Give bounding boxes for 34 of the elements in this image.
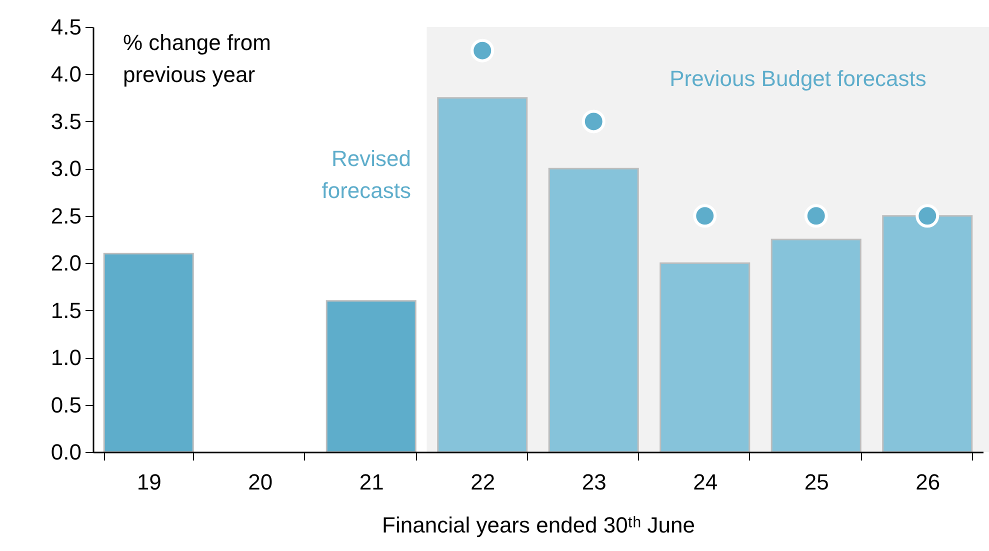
bar <box>548 168 639 453</box>
y-tick-label: 0.0 <box>50 440 82 464</box>
x-tick-label: 21 <box>359 470 384 494</box>
x-tick-label: 19 <box>136 470 162 494</box>
bar <box>437 97 528 453</box>
bar <box>770 238 862 453</box>
bar <box>326 300 416 453</box>
x-tick-label: 26 <box>916 470 940 494</box>
x-tick-label: 22 <box>470 470 496 494</box>
point <box>804 204 828 228</box>
point <box>582 110 606 134</box>
annotation: Previous Budget forecasts <box>670 66 926 91</box>
y-tick-label: 3.0 <box>50 156 82 182</box>
point <box>470 38 494 62</box>
x-tick-label: 23 <box>582 470 606 494</box>
x-tick-label: 25 <box>804 470 829 494</box>
y-tick-label: 1.0 <box>50 345 82 370</box>
point <box>916 204 940 228</box>
bar <box>660 262 750 453</box>
point <box>693 204 717 228</box>
y-tick-label: 1.5 <box>50 298 82 323</box>
y-tick-label: 2.0 <box>50 250 82 276</box>
y-tick-label: 2.5 <box>50 203 82 228</box>
y-tick-label: 4.0 <box>50 62 82 87</box>
y-axis-title: % change from previous year <box>123 30 271 87</box>
annotation: Revised forecasts <box>322 146 411 203</box>
y-tick-label: 3.5 <box>50 108 82 134</box>
y-tick-label: 0.5 <box>50 392 82 418</box>
bar <box>103 252 194 453</box>
x-tick-label: 20 <box>248 470 273 494</box>
y-tick-label: 4.5 <box>50 14 82 40</box>
x-axis-title: Financial years ended 30ᵗʰ June <box>382 512 695 538</box>
bar <box>882 215 973 453</box>
x-tick-label: 24 <box>693 470 718 494</box>
